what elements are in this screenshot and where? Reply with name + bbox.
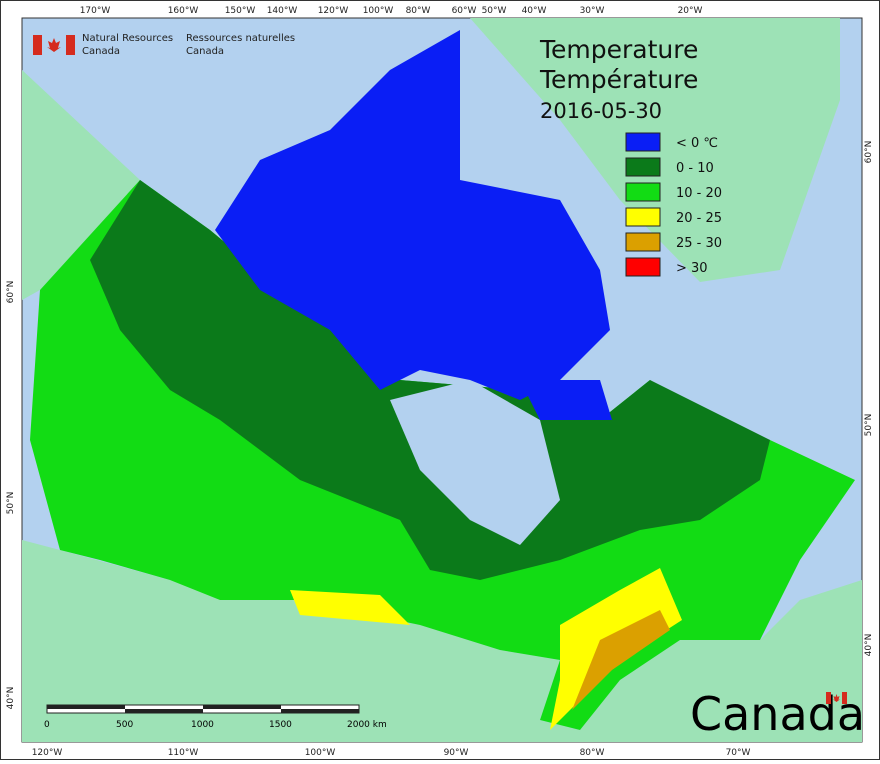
region-below-0-labrador bbox=[520, 380, 612, 420]
graticule-labels: 170°W 160°W 150°W 140°W 120°W 100°W 80°W 60°W 50… bbox=[6, 6, 874, 758]
scale-label: 0 bbox=[44, 720, 50, 730]
alaska bbox=[22, 70, 140, 300]
date: 2016-05-30 bbox=[540, 99, 662, 123]
graticule-label-top: 140°W bbox=[267, 6, 298, 16]
legend-label: 20 - 25 bbox=[676, 211, 722, 226]
maple-leaf bbox=[832, 694, 841, 702]
legend-label: 0 - 10 bbox=[676, 161, 714, 176]
country-fr: Canada bbox=[186, 46, 224, 57]
region-25-30 bbox=[572, 610, 670, 710]
maple-leaf bbox=[47, 38, 61, 52]
region-below-0 bbox=[215, 30, 610, 400]
title: Temperature bbox=[539, 35, 698, 64]
scale-label: 2000 km bbox=[347, 720, 387, 730]
graticule-label-bottom: 120°W bbox=[32, 748, 63, 758]
scale-label: 500 bbox=[116, 720, 133, 730]
graticule-label-top: 160°W bbox=[168, 6, 199, 16]
graticule-label-right: 60°N bbox=[864, 141, 874, 164]
scale-bar-segment bbox=[203, 705, 281, 709]
flag-bar bbox=[33, 35, 42, 55]
legend-swatch bbox=[625, 207, 661, 227]
graticule-label-right: 50°N bbox=[864, 414, 874, 437]
scale-bar-segment bbox=[47, 705, 125, 709]
wordmark: Canada bbox=[690, 687, 865, 741]
legend-swatch bbox=[625, 257, 661, 277]
legend-swatch bbox=[625, 132, 661, 152]
agency-en: Natural Resources bbox=[82, 33, 173, 44]
legend-label: 10 - 20 bbox=[676, 186, 722, 201]
graticule-label-left: 50°N bbox=[6, 492, 16, 515]
graticule-label-bottom: 110°W bbox=[168, 748, 199, 758]
scale-bar-segment bbox=[281, 709, 359, 713]
hudson-bay bbox=[390, 380, 560, 545]
graticule-label-left: 40°N bbox=[6, 687, 16, 710]
temperature-regions bbox=[30, 30, 855, 730]
graticule-label-top: 170°W bbox=[80, 6, 111, 16]
graticule-label-top: 40°W bbox=[522, 6, 547, 16]
graticule-label-bottom: 70°W bbox=[726, 748, 751, 758]
scale-label: 1500 bbox=[269, 720, 292, 730]
region-20-25-prairies bbox=[290, 590, 410, 625]
country-en: Canada bbox=[82, 46, 120, 57]
graticule-label-top: 80°W bbox=[406, 6, 431, 16]
flag-bar bbox=[842, 692, 847, 704]
graticule-label-right: 40°N bbox=[864, 634, 874, 657]
flag-bar bbox=[826, 692, 831, 704]
legend-swatch bbox=[625, 232, 661, 252]
legend-label: > 30 bbox=[676, 261, 708, 276]
flag-bar bbox=[66, 35, 75, 55]
graticule-label-top: 20°W bbox=[678, 6, 703, 16]
nrcan-logo: Natural Resources Canada Ressources natu… bbox=[33, 33, 295, 57]
graticule-label-top: 30°W bbox=[580, 6, 605, 16]
legend-swatch bbox=[625, 157, 661, 177]
legend: < 0 ℃ 0 - 10 10 - 20 20 - 25 25 - 30 > 30 bbox=[625, 132, 722, 277]
agency-fr: Ressources naturelles bbox=[186, 33, 295, 44]
scale-label: 1000 bbox=[191, 720, 214, 730]
graticule-label-top: 120°W bbox=[318, 6, 349, 16]
title-fr: Température bbox=[539, 65, 698, 94]
graticule-label-bottom: 80°W bbox=[580, 748, 605, 758]
legend-label: 25 - 30 bbox=[676, 236, 722, 251]
graticule-label-bottom: 100°W bbox=[305, 748, 336, 758]
canada-wordmark: Canada bbox=[690, 687, 865, 741]
graticule-label-top: 100°W bbox=[363, 6, 394, 16]
legend-label: < 0 ℃ bbox=[676, 136, 718, 151]
graticule-label-top: 60°W bbox=[452, 6, 477, 16]
legend-swatch bbox=[625, 182, 661, 202]
graticule-label-top: 50°W bbox=[482, 6, 507, 16]
scale-bar-segment bbox=[125, 709, 203, 713]
scale-bar: 0 500 1000 1500 2000 km bbox=[44, 704, 387, 730]
graticule-label-top: 150°W bbox=[225, 6, 256, 16]
graticule-label-left: 60°N bbox=[6, 281, 16, 304]
graticule-label-bottom: 90°W bbox=[444, 748, 469, 758]
